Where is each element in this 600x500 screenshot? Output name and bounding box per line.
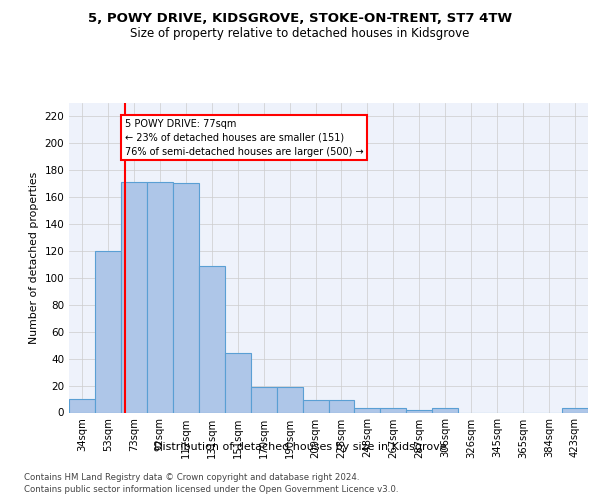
Bar [562,408,588,412]
Bar [251,387,277,412]
Bar [121,182,147,412]
Bar [355,408,380,412]
Text: 5 POWY DRIVE: 77sqm
← 23% of detached houses are smaller (151)
76% of semi-detac: 5 POWY DRIVE: 77sqm ← 23% of detached ho… [125,118,364,156]
Bar [302,400,329,412]
Text: Size of property relative to detached houses in Kidsgrove: Size of property relative to detached ho… [130,28,470,40]
Bar [380,408,406,412]
Bar [277,387,302,412]
Bar [147,182,173,412]
Text: Contains public sector information licensed under the Open Government Licence v3: Contains public sector information licen… [24,485,398,494]
Bar [329,400,355,412]
Bar [69,399,95,412]
Bar [95,251,121,412]
Bar [173,184,199,412]
Bar [406,410,432,412]
Bar [199,266,224,412]
Y-axis label: Number of detached properties: Number of detached properties [29,172,39,344]
Bar [225,353,251,412]
Text: Contains HM Land Registry data © Crown copyright and database right 2024.: Contains HM Land Registry data © Crown c… [24,472,359,482]
Bar [433,408,458,412]
Text: 5, POWY DRIVE, KIDSGROVE, STOKE-ON-TRENT, ST7 4TW: 5, POWY DRIVE, KIDSGROVE, STOKE-ON-TRENT… [88,12,512,26]
Text: Distribution of detached houses by size in Kidsgrove: Distribution of detached houses by size … [154,442,446,452]
